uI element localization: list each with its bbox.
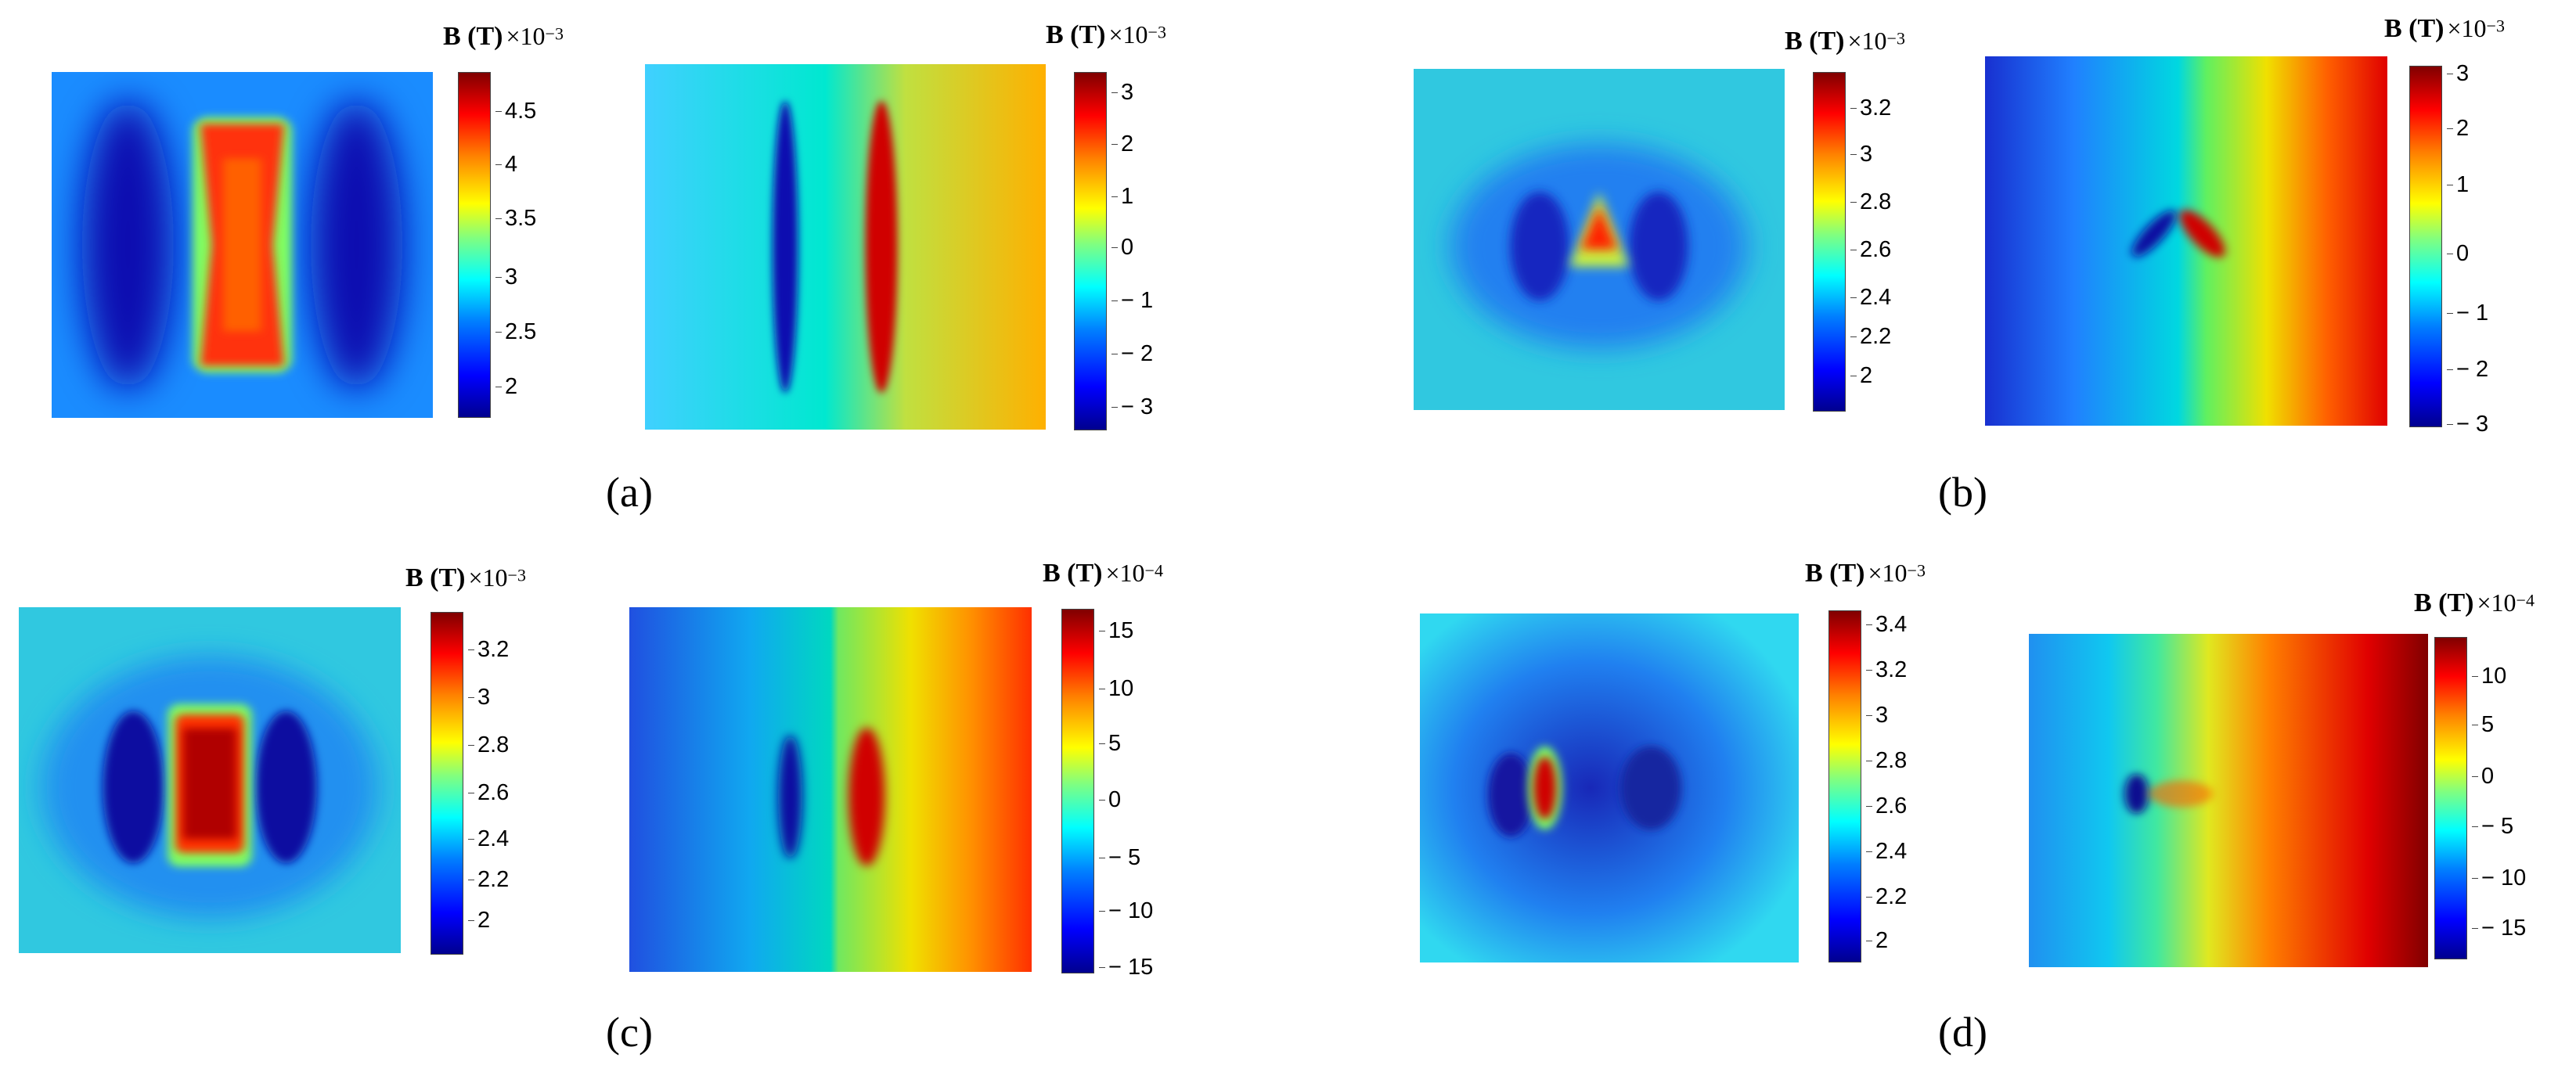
field-map-component [2029,634,2428,967]
colorbar-tick: 3 [1865,703,1889,728]
panel-caption: (b) [1938,469,1987,516]
colorbar-tick: 2.2 [467,867,510,892]
colorbar-tick: 10 [2471,664,2507,689]
colorbar-tick: 2.5 [495,319,537,344]
panel-a: B (T) ×10−3 4.5 4 3.5 3 2.5 2 B (T) ×10−… [0,0,1288,542]
colorbar-tick: 3 [1850,142,1873,167]
colorbar [458,72,491,418]
field-map-component [629,607,1032,972]
colorbar-tick: 2.6 [1865,793,1908,819]
field-map-magnitude [1414,69,1785,410]
colorbar-unit-label: B (T) ×10−3 [1805,559,1926,588]
colorbar-tick: 3 [495,264,518,290]
colorbar-tick: 2.8 [1850,189,1892,214]
colorbar-tick: 2 [2446,116,2470,141]
colorbar-tick: 3 [2446,61,2470,86]
colorbar [2434,637,2467,959]
colorbar-tick: − 2 [2446,357,2489,382]
colorbar-tick: 2 [1865,928,1889,953]
colorbar-tick: − 3 [1111,394,1154,419]
colorbar [1061,609,1094,973]
colorbar-tick: 0 [1111,235,1134,260]
colorbar-tick: 2 [1111,131,1134,157]
colorbar-tick: − 5 [2471,814,2514,839]
colorbar-tick: − 15 [2471,916,2527,941]
colorbar-tick: − 15 [1098,955,1154,980]
colorbar-tick: − 1 [1111,288,1154,313]
colorbar-tick: 3.5 [495,206,537,231]
field-map-magnitude [52,72,433,418]
colorbar-tick: 0 [2446,241,2470,266]
colorbar-tick: 4 [495,152,518,177]
colorbar-tick: − 5 [1098,845,1141,870]
field-map-component [1985,56,2387,426]
colorbar-tick: 2.4 [1865,839,1908,864]
colorbar-tick: 3 [467,685,491,710]
colorbar-unit-label: B (T) ×10−3 [1785,27,1905,56]
colorbar-tick: 2.8 [467,732,510,757]
colorbar-tick: 2.4 [1850,285,1892,310]
colorbar-tick: 4.5 [495,99,537,124]
panel-d: B (T) ×10−3 3.4 3.2 3 2.8 2.6 2.4 2.2 2 … [1288,542,2576,1083]
colorbar-tick: 3.2 [467,637,510,662]
colorbar-tick: − 2 [1111,341,1154,366]
field-map-magnitude [19,607,401,953]
colorbar [1074,72,1107,430]
colorbar-tick: 0 [1098,787,1122,812]
colorbar-tick: 3.2 [1865,657,1908,682]
colorbar-tick: 3.4 [1865,612,1908,637]
colorbar [1828,610,1861,962]
panel-caption: (d) [1938,1009,1987,1056]
colorbar-tick: − 10 [1098,898,1154,923]
colorbar-tick: 2 [495,374,518,399]
colorbar-tick: 3 [1111,80,1134,105]
colorbar-tick: 3.2 [1850,95,1892,121]
panel-c: B (T) ×10−3 3.2 3 2.8 2.6 2.4 2.2 2 B (T… [0,542,1288,1083]
panel-caption: (a) [606,469,653,516]
colorbar-tick: 5 [1098,731,1122,756]
colorbar-tick: − 3 [2446,412,2489,437]
colorbar-tick: 2.4 [467,826,510,851]
colorbar-tick: 2.2 [1850,324,1892,349]
colorbar-tick: 1 [1111,184,1134,209]
colorbar-unit-label: B (T) ×10−4 [2414,588,2535,617]
panel-b: B (T) ×10−3 3.2 3 2.8 2.6 2.4 2.2 2 B (T… [1288,0,2576,542]
colorbar-unit-label: B (T) ×10−3 [405,563,526,592]
colorbar-unit-label: B (T) ×10−3 [443,22,564,51]
colorbar [431,612,463,955]
colorbar-unit-label: B (T) ×10−3 [2384,14,2505,43]
colorbar-tick: 2.8 [1865,748,1908,773]
field-map-component [645,64,1046,430]
colorbar [1813,72,1846,412]
panel-caption: (c) [606,1009,653,1056]
colorbar-tick: 2.2 [1865,884,1908,909]
colorbar-tick: 2.6 [467,780,510,805]
field-map-magnitude [1420,613,1799,962]
colorbar-tick: 1 [2446,172,2470,197]
colorbar-tick: 15 [1098,618,1134,643]
colorbar-unit-label: B (T) ×10−3 [1046,20,1166,49]
colorbar-tick: 2 [1850,363,1873,388]
colorbar-tick: 5 [2471,712,2495,737]
colorbar-tick: − 10 [2471,865,2527,891]
colorbar-tick: 2.6 [1850,237,1892,262]
colorbar-unit-label: B (T) ×10−4 [1043,559,1163,588]
colorbar-tick: − 1 [2446,300,2489,326]
colorbar-tick: 0 [2471,764,2495,789]
colorbar-tick: 10 [1098,676,1134,701]
colorbar [2409,66,2442,427]
colorbar-tick: 2 [467,908,491,933]
